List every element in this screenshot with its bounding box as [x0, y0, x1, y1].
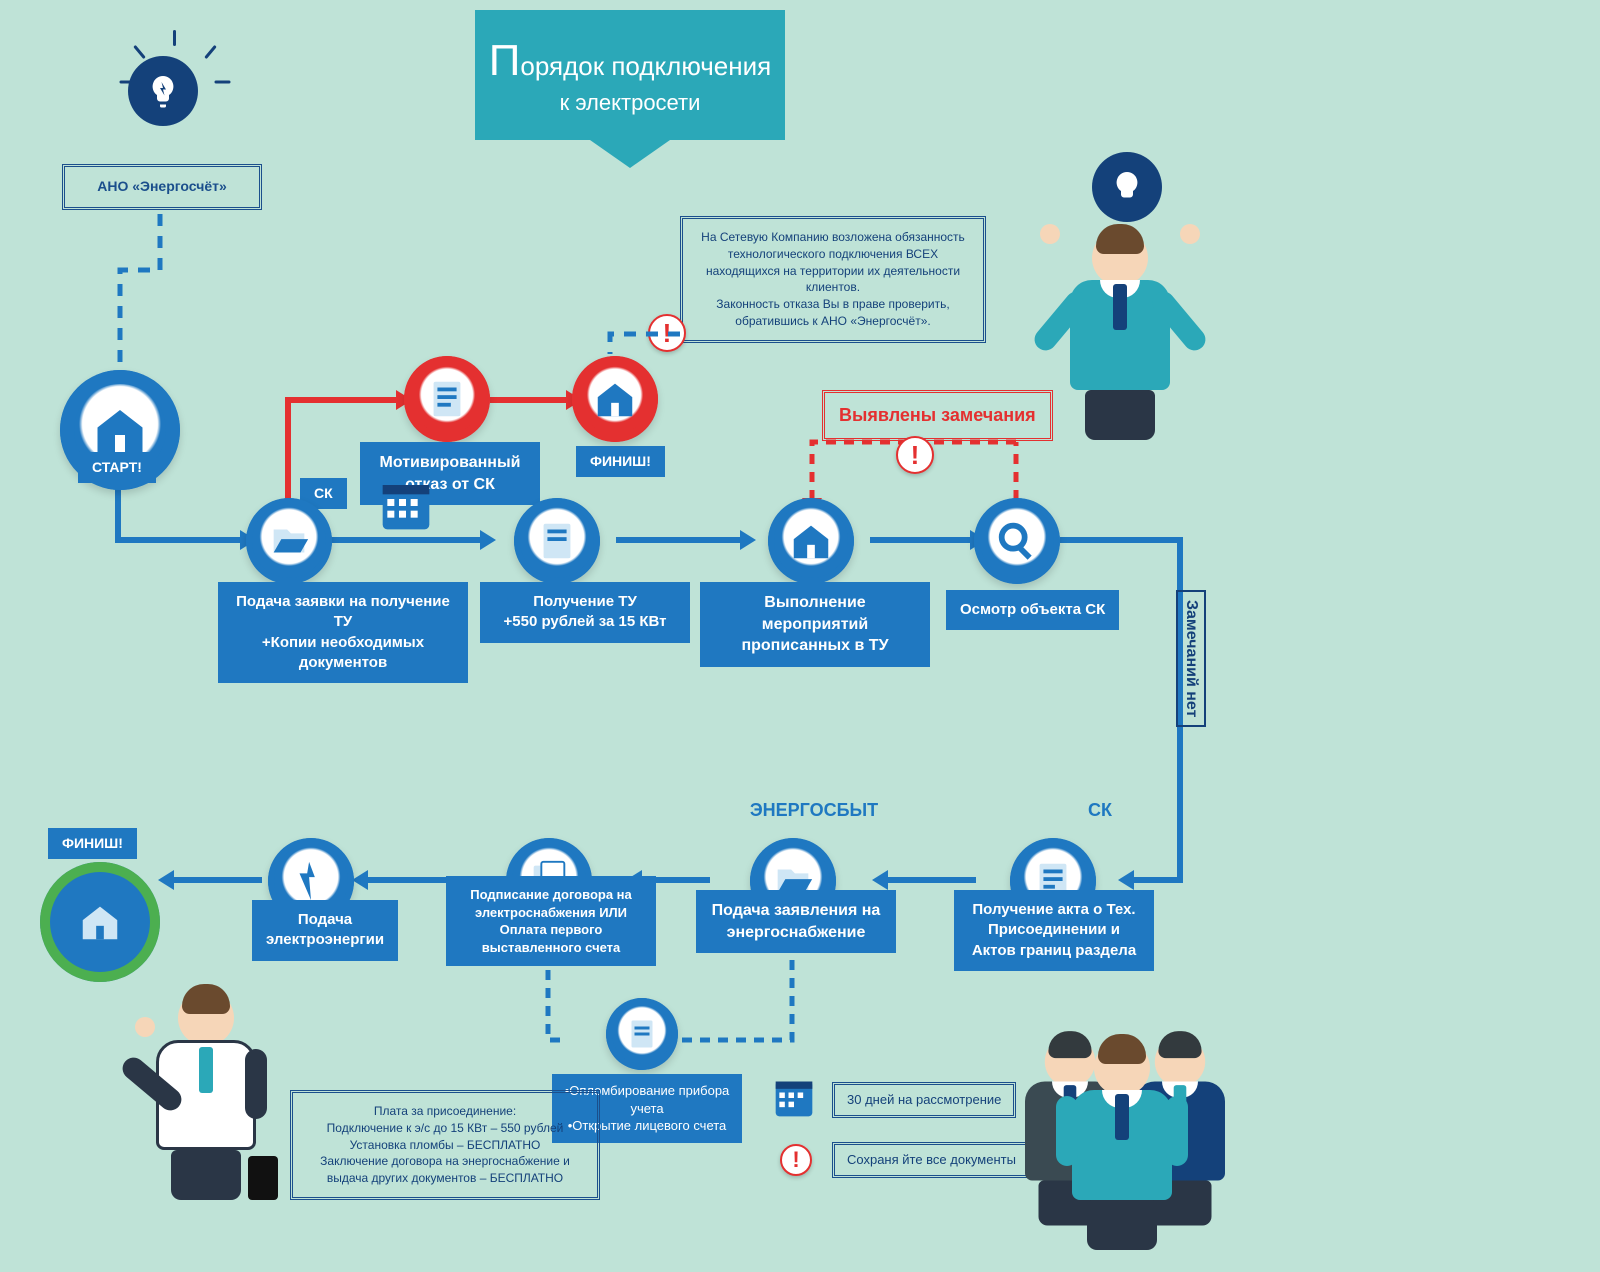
- fee-box: Плата за присоединение: Подключение к э/…: [290, 1090, 600, 1200]
- node-power-label: Подача электроэнергии: [252, 900, 398, 961]
- node-finish-red-label: ФИНИШ!: [576, 446, 665, 477]
- node-inspection-icon: [974, 498, 1060, 584]
- node-apply-supply-label: Подача заявления на энергоснабжение: [696, 890, 896, 953]
- node-receive-tu-icon: [514, 498, 600, 584]
- node-finish-green-icon: [40, 862, 160, 982]
- node-inspection-label: Осмотр объекта СК: [946, 590, 1119, 630]
- node-receive-tu-label: Получение ТУ +550 рублей за 15 КВт: [480, 582, 690, 643]
- note-30days: 30 дней на рассмотрение: [832, 1082, 1016, 1118]
- no-remarks-label: Замечаний нет: [1176, 590, 1206, 727]
- node-finish-green-label: ФИНИШ!: [48, 828, 137, 859]
- node-start-label: СТАРТ!: [78, 452, 156, 483]
- energo-tag: ЭНЕРГОСБЫТ: [724, 800, 904, 821]
- sk-tag-2: СК: [1040, 800, 1160, 821]
- node-seal-icon: [606, 998, 678, 1070]
- calendar-icon: [378, 478, 434, 534]
- node-finish-red-icon: [572, 356, 658, 442]
- note-docs: Сохраня йте все документы: [832, 1142, 1031, 1178]
- exclamation-icon: !: [896, 436, 934, 474]
- calendar-icon: [772, 1076, 816, 1120]
- node-refusal-icon: [404, 356, 490, 442]
- briefcase-icon: [248, 1156, 278, 1200]
- node-sign-label: Подписание договора на электроснабжения …: [446, 876, 656, 966]
- exclamation-icon: !: [780, 1144, 812, 1176]
- node-perform-label: Выполнение мероприятий прописанных в ТУ: [700, 582, 930, 667]
- node-perform-icon: [768, 498, 854, 584]
- person-thumbs-up: [156, 990, 256, 1200]
- remarks-box: Выявлены замечания: [822, 390, 1053, 441]
- node-apply-label: Подача заявки на получение ТУ +Копии нео…: [218, 582, 468, 683]
- node-apply-icon: [246, 498, 332, 584]
- node-act-label: Получение акта о Тех. Присоединении и Ак…: [954, 890, 1154, 971]
